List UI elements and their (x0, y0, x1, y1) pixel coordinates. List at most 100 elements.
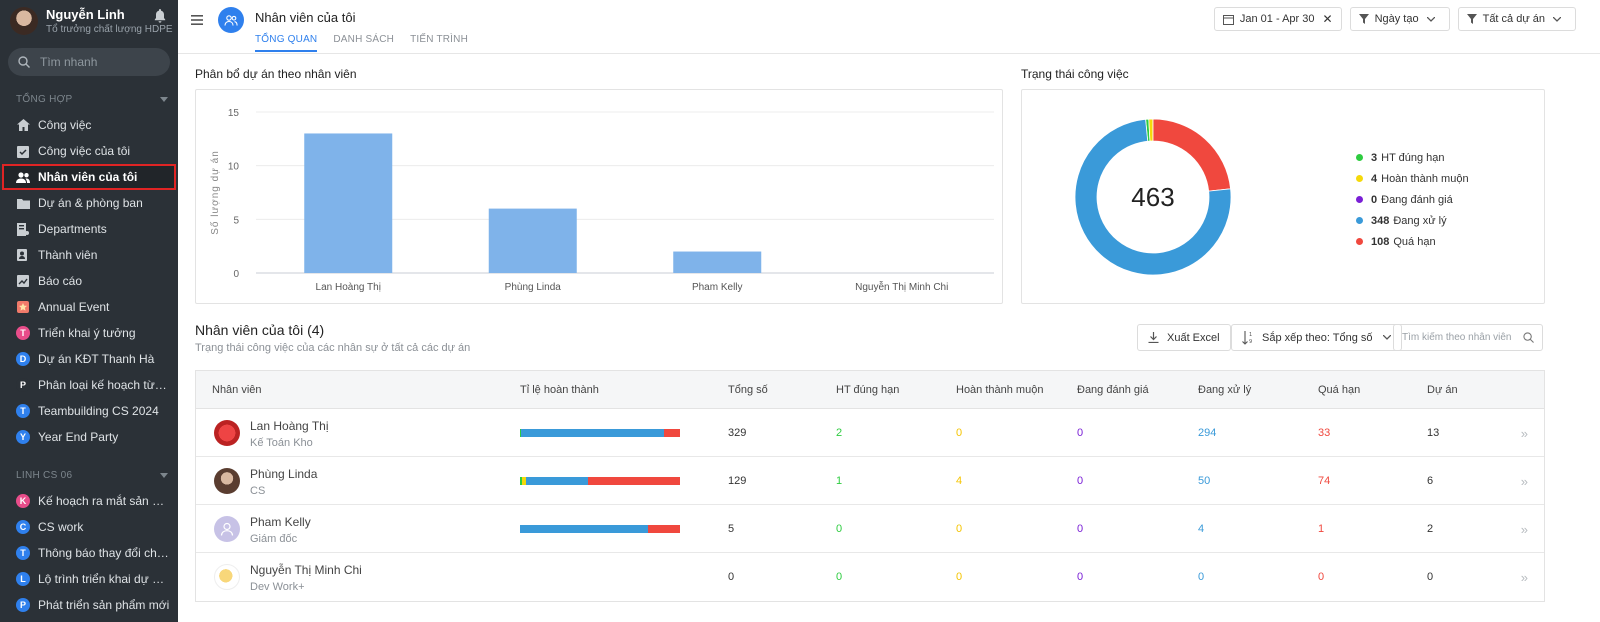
user-avatar (10, 7, 38, 35)
sidebar-item-cong-viec-cua-toi[interactable]: Công việc của tôi (0, 138, 178, 164)
chevron-double-right-icon[interactable]: » (1520, 570, 1528, 585)
late-count: 4 (956, 475, 963, 487)
event-icon (16, 300, 30, 314)
y-tick-label: 15 (228, 108, 240, 119)
tab-tien-trinh[interactable]: TIẾN TRÌNH (410, 34, 468, 45)
bell-icon[interactable] (154, 9, 166, 23)
section-header-linh-cs-06[interactable]: LINH CS 06 (0, 462, 178, 488)
sidebar-item-label: Departments (38, 222, 107, 236)
donut-chart-title: Trạng thái công việc (1021, 67, 1129, 81)
collapse-caret-icon[interactable] (160, 472, 168, 478)
legend-count: 108 (1371, 235, 1390, 248)
clear-date-icon[interactable]: ✕ (1322, 12, 1333, 26)
sidebar-item-project[interactable]: K Kế hoạch ra mắt sản phẩ... (0, 488, 178, 514)
sidebar-item-label: Triển khai ý tưởng (38, 326, 136, 340)
sidebar-item-nhan-vien-cua-toi[interactable]: Nhân viên của tôi (2, 164, 176, 190)
project-badge-icon: D (16, 352, 30, 366)
created-date-label: Ngày tạo (1374, 13, 1419, 25)
employee-role: Giám đốc (250, 533, 298, 545)
on-time-count: 0 (836, 571, 843, 583)
sidebar-item-project[interactable]: L Lộ trình triển khai dự án ... (0, 566, 178, 592)
sidebar-item-label: Dự án & phòng ban (38, 196, 143, 210)
people-icon (16, 170, 30, 184)
review-count: 0 (1077, 571, 1084, 583)
hamburger-menu-icon[interactable] (191, 15, 203, 25)
sidebar-item-label: Phân loại kế hoạch từ thi... (38, 378, 170, 392)
sidebar-item-label: Báo cáo (38, 274, 83, 288)
col-header-completion[interactable]: Tỉ lệ hoàn thành (520, 384, 599, 396)
folder-icon (16, 196, 30, 210)
col-header-late[interactable]: Hoàn thành muộn (956, 384, 1044, 396)
bar (488, 208, 577, 273)
sidebar-item-label: Phát triển sản phẩm mới (38, 598, 170, 612)
review-count: 0 (1077, 523, 1084, 535)
sidebar-item-project[interactable]: Y Year End Party (0, 424, 178, 450)
sidebar-item-thanh-vien[interactable]: Thành viên (0, 242, 178, 268)
date-range-filter[interactable]: Jan 01 - Apr 30 ✕ (1213, 7, 1342, 31)
table-row[interactable]: Pham Kelly Giám đốc 5 0 0 0 4 1 2 » (196, 505, 1544, 553)
project-filter-label: Tất cả dự án (1482, 13, 1545, 25)
project-filter[interactable]: Tất cả dự án (1457, 7, 1576, 31)
sidebar-item-label: Teambuilding CS 2024 (38, 404, 159, 418)
sidebar-item-bao-cao[interactable]: Báo cáo (0, 268, 178, 294)
sidebar-item-project[interactable]: C CS work (0, 514, 178, 540)
tab-danh-sach[interactable]: DANH SÁCH (333, 34, 395, 45)
department-icon (16, 222, 30, 236)
project-count: 6 (1427, 475, 1434, 487)
sidebar-item-annual-event[interactable]: Annual Event (0, 294, 178, 320)
y-axis-label: Số lượng dự án (209, 150, 221, 235)
project-badge-icon: C (16, 520, 30, 534)
quick-search-input[interactable]: Tìm nhanh (8, 48, 170, 76)
date-range-label: Jan 01 - Apr 30 (1239, 13, 1315, 25)
sidebar-item-cong-viec[interactable]: Công việc (0, 112, 178, 138)
chevron-double-right-icon[interactable]: » (1520, 522, 1528, 537)
sidebar-item-project[interactable]: D Dự án KĐT Thanh Hà (0, 346, 178, 372)
table-row[interactable]: Lan Hoàng Thị Kế Toán Kho 329 2 0 0 294 … (196, 409, 1544, 457)
chevron-down-icon (1553, 16, 1561, 22)
task-check-icon (16, 144, 30, 158)
section-header-tong-hop[interactable]: TỔNG HỢP (0, 86, 178, 112)
y-tick-label: 10 (228, 162, 240, 173)
sidebar-item-label: Thành viên (38, 248, 98, 262)
employee-search-input[interactable]: Tìm kiếm theo nhân viên (1393, 324, 1543, 351)
table-row[interactable]: Phùng Linda CS 129 1 4 0 50 74 6 » (196, 457, 1544, 505)
chevron-double-right-icon[interactable]: » (1520, 474, 1528, 489)
project-badge-icon: K (16, 494, 30, 508)
table-row[interactable]: Nguyễn Thị Minh Chi Dev Work+ 0 0 0 0 0 … (196, 553, 1544, 601)
sidebar-item-label: Lộ trình triển khai dự án ... (38, 572, 170, 586)
sidebar-item-project[interactable]: T Teambuilding CS 2024 (0, 398, 178, 424)
sidebar-item-project[interactable]: T Triển khai ý tưởng (0, 320, 178, 346)
sidebar-item-du-an-phong-ban[interactable]: Dự án & phòng ban (0, 190, 178, 216)
review-count: 0 (1077, 475, 1084, 487)
processing-count: 294 (1198, 427, 1217, 439)
sidebar-item-departments[interactable]: Departments (0, 216, 178, 242)
col-header-employee[interactable]: Nhân viên (212, 384, 262, 396)
user-profile[interactable]: Nguyễn Linh Tổ trưởng chất lượng HDPE (0, 0, 178, 42)
tab-tong-quan[interactable]: TỔNG QUAN (255, 34, 318, 52)
page-title: Nhân viên của tôi (255, 10, 356, 25)
bar-chart-card: 0 5 10 15 Số lượng dự án Lan Hoàng Thị Phùng L… (195, 89, 1003, 304)
col-header-projects[interactable]: Dự án (1427, 384, 1458, 396)
bar (673, 251, 762, 273)
avatar (214, 468, 240, 494)
sidebar-item-project[interactable]: P Phân loại kế hoạch từ thi... (0, 372, 178, 398)
col-header-review[interactable]: Đang đánh giá (1077, 384, 1149, 396)
chevron-double-right-icon[interactable]: » (1520, 426, 1528, 441)
project-count: 2 (1427, 523, 1434, 535)
search-icon (18, 56, 30, 68)
overdue-count: 74 (1318, 475, 1331, 487)
section-label: LINH CS 06 (16, 469, 73, 481)
col-header-overdue[interactable]: Quá hạn (1318, 384, 1361, 396)
sidebar-item-project[interactable]: P Phát triển sản phẩm mới (0, 592, 178, 618)
col-header-processing[interactable]: Đang xử lý (1198, 384, 1252, 396)
created-date-filter[interactable]: Ngày tạo (1349, 7, 1450, 31)
export-excel-button[interactable]: Xuất Excel (1137, 324, 1231, 351)
col-header-total[interactable]: Tổng số (728, 384, 768, 396)
sidebar-item-project[interactable]: T Thông báo thay đổi chiến... (0, 540, 178, 566)
col-header-on-time[interactable]: HT đúng hạn (836, 384, 900, 396)
download-icon (1148, 332, 1159, 343)
user-name: Nguyễn Linh (46, 7, 125, 22)
collapse-caret-icon[interactable] (160, 96, 168, 102)
x-tick-label: Pham Kelly (692, 282, 743, 293)
